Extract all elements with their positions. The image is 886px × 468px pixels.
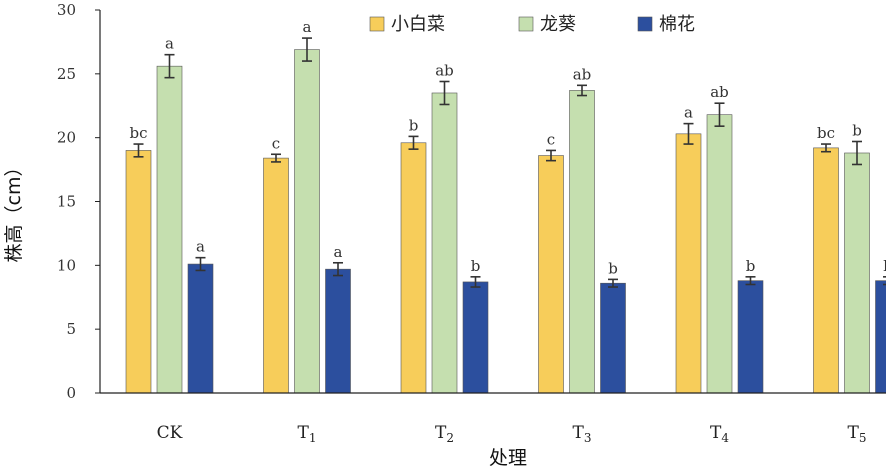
x-tick-label: CK xyxy=(157,423,183,443)
y-tick-label: 5 xyxy=(66,320,76,338)
y-tick-label: 20 xyxy=(57,129,76,147)
y-tick-label: 30 xyxy=(57,1,76,19)
significance-label: a xyxy=(165,35,174,53)
bar xyxy=(737,280,764,394)
y-axis: 0 5 10 15 20 25 30 xyxy=(57,1,101,402)
significance-label: b xyxy=(746,257,756,275)
y-tick-label: 25 xyxy=(57,65,76,83)
x-tick-label-subscript: 2 xyxy=(446,431,454,445)
significance-label: a xyxy=(684,104,693,122)
bars: bcaacaababbcabbaabbbcbb xyxy=(125,18,886,394)
y-tick-label: 15 xyxy=(57,193,76,211)
significance-label: bc xyxy=(817,124,835,142)
bar xyxy=(325,268,351,394)
x-tick-label-base: T xyxy=(435,423,447,443)
x-axis-title: 处理 xyxy=(489,447,527,468)
legend-label: 小白菜 xyxy=(391,14,445,35)
legend-swatch xyxy=(518,16,534,32)
x-tick-label: T4 xyxy=(710,423,729,445)
x-tick-label-subscript: 4 xyxy=(721,431,729,445)
x-tick-label-subscript: 3 xyxy=(584,431,592,445)
bar xyxy=(675,133,702,394)
bar xyxy=(294,49,320,394)
bar xyxy=(263,157,289,394)
bar xyxy=(187,263,214,394)
x-tick-label-base: T xyxy=(573,423,585,443)
bar xyxy=(462,281,489,394)
bar xyxy=(569,90,595,394)
x-tick-label-subscript: 1 xyxy=(309,431,317,445)
bar xyxy=(600,282,626,394)
legend-label: 棉花 xyxy=(659,14,695,35)
bar xyxy=(813,147,839,394)
x-tick-label-base: T xyxy=(710,423,722,443)
x-tick-label: T1 xyxy=(298,423,317,445)
significance-label: bc xyxy=(129,124,147,142)
legend-swatch xyxy=(369,16,385,32)
significance-label: a xyxy=(303,18,312,36)
significance-label: b xyxy=(409,116,419,134)
bar xyxy=(875,280,886,394)
bar xyxy=(538,155,564,394)
x-axis: CK T1 T2 T3 T4 T5 xyxy=(100,392,886,445)
legend: 小白菜 龙葵 棉花 xyxy=(369,14,695,35)
bar xyxy=(400,142,427,394)
y-axis-title: 株高（cm） xyxy=(3,158,25,263)
bar xyxy=(844,152,870,394)
significance-label: ab xyxy=(710,83,729,101)
significance-label: a xyxy=(334,243,343,261)
significance-label: ab xyxy=(435,61,454,79)
y-tick-label: 0 xyxy=(66,384,76,402)
x-tick-label: T3 xyxy=(573,423,592,445)
x-tick-label: T5 xyxy=(848,423,867,445)
significance-label: b xyxy=(883,257,886,275)
significance-label: b xyxy=(608,259,618,277)
x-tick-label-base: T xyxy=(298,423,310,443)
significance-label: c xyxy=(547,130,555,148)
legend-swatch xyxy=(637,16,653,32)
x-tick-label-subscript: 5 xyxy=(859,431,867,445)
bar xyxy=(156,65,183,394)
bar xyxy=(706,114,733,394)
x-tick-label-base: T xyxy=(848,423,860,443)
significance-label: b xyxy=(852,121,862,139)
significance-label: b xyxy=(471,257,481,275)
significance-label: c xyxy=(272,134,280,152)
bar xyxy=(431,92,458,394)
significance-label: a xyxy=(196,238,205,256)
x-tick-label-base: CK xyxy=(157,423,183,443)
x-tick-label: T2 xyxy=(435,423,454,445)
legend-label: 龙葵 xyxy=(540,14,576,35)
y-tick-label: 10 xyxy=(57,256,76,274)
bar xyxy=(125,150,152,394)
significance-label: ab xyxy=(573,65,592,83)
